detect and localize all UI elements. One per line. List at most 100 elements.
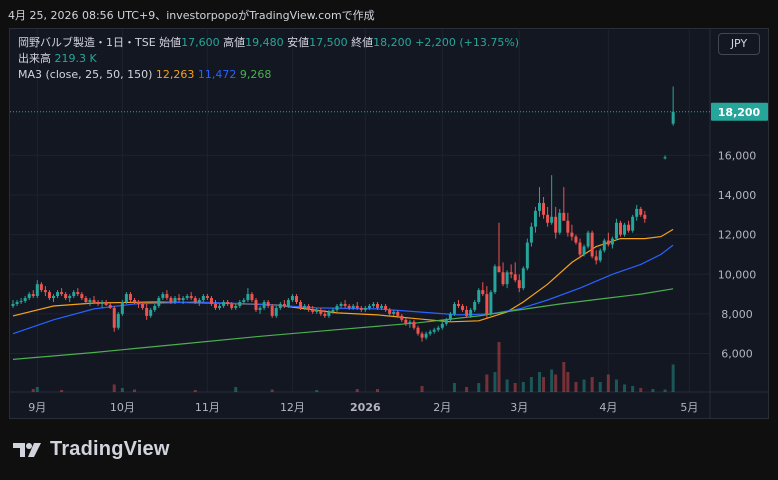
low-value: 17,500 (309, 36, 348, 49)
candle-body (529, 226, 533, 243)
volume-bar (477, 383, 481, 392)
candle-body (64, 294, 68, 299)
volume-bar (493, 372, 497, 392)
candle-body (485, 294, 489, 314)
volume-bar (452, 383, 456, 392)
candle-body (521, 268, 525, 289)
volume-bar (550, 369, 554, 392)
candle-body (594, 256, 598, 261)
volume-bar (623, 384, 627, 392)
volume-bar (513, 383, 517, 392)
candle-body (266, 301, 270, 306)
candle-body (96, 301, 100, 304)
high-value: 19,480 (245, 36, 284, 49)
candle-body (238, 301, 242, 306)
ma-row: MA3 (close, 25, 50, 150) 12,263 11,472 9… (18, 67, 519, 83)
candle-body (578, 242, 582, 255)
volume-bar (651, 389, 655, 392)
candle-body (619, 222, 622, 235)
candle-body (173, 298, 177, 302)
volume-bar (120, 388, 124, 392)
candle-body (436, 327, 440, 330)
candle-body (639, 208, 643, 215)
volume-bar (574, 382, 578, 392)
candle-body (214, 303, 217, 308)
candle-body (493, 266, 497, 293)
candle-body (408, 321, 412, 324)
candle-body (112, 307, 116, 328)
candle-body (209, 298, 213, 304)
x-tick-label: 11月 (195, 401, 220, 414)
x-tick-label: 4月 (599, 401, 617, 414)
candle-body (11, 303, 15, 306)
candle-body (347, 305, 351, 308)
candle-body (331, 309, 335, 312)
candle-body (671, 111, 675, 124)
candle-body (258, 307, 262, 310)
candle-body (505, 272, 509, 285)
candle-body (116, 313, 120, 328)
candle-body (627, 224, 631, 231)
candle-body (149, 309, 153, 316)
candle-body (396, 311, 400, 316)
candle-body (631, 216, 635, 231)
candle-body (234, 305, 238, 308)
ma-label[interactable]: MA3 (close, 25, 50, 150) (18, 68, 153, 81)
candle-body (315, 309, 319, 312)
candle-body (72, 292, 76, 297)
x-tick-label: 3月 (510, 401, 528, 414)
candle-body (582, 246, 586, 255)
candle-body (47, 292, 51, 299)
ma150-value: 9,268 (239, 68, 272, 81)
candle-body (570, 232, 574, 237)
candle-body (323, 313, 327, 316)
last-price-badge (711, 102, 768, 121)
candle-body (205, 296, 209, 299)
candle-body (602, 240, 606, 251)
volume-bar (529, 377, 533, 392)
candle-body (404, 319, 408, 324)
candle-body (218, 305, 222, 308)
candle-body (477, 290, 481, 302)
candle-body (465, 309, 469, 316)
candle-body (108, 304, 112, 308)
ma-line-ma50 (12, 244, 674, 335)
volume-bar (31, 389, 35, 392)
volume-label[interactable]: 出来高 (18, 52, 51, 65)
candle-body (68, 296, 72, 299)
candle-body (141, 303, 145, 308)
candle-body (254, 300, 258, 310)
candle-body (153, 305, 157, 310)
candle-body (60, 292, 64, 295)
x-tick-label: 5月 (680, 401, 698, 414)
candle-body (137, 301, 141, 304)
volume-bar (663, 389, 667, 392)
candle-body (76, 292, 80, 295)
volume-bar (355, 389, 359, 392)
candle-body (290, 296, 294, 301)
volume-bar (631, 386, 635, 392)
x-tick-label: 2026 (350, 401, 381, 414)
candle-body (635, 208, 639, 217)
volume-value: 219.3 K (54, 52, 97, 65)
currency-button[interactable]: JPY (718, 33, 760, 55)
candle-body (169, 298, 173, 302)
candle-body (250, 294, 254, 301)
candle-body (542, 202, 546, 215)
symbol-label[interactable]: 岡野バルブ製造・1日・TSE (18, 36, 156, 49)
candle-body (525, 242, 529, 269)
volume-bar (598, 382, 602, 392)
candle-body (282, 303, 286, 306)
candle-body (517, 280, 521, 289)
candle-body (380, 305, 384, 308)
candle-body (52, 296, 55, 299)
candle-body (363, 307, 367, 310)
open-value: 17,600 (181, 36, 220, 49)
volume-bar (485, 374, 489, 392)
candle-body (124, 294, 128, 302)
candle-body (610, 238, 614, 245)
candle-body (550, 216, 554, 223)
volume-bar (614, 379, 618, 392)
y-tick-label: 10,000 (718, 268, 757, 281)
